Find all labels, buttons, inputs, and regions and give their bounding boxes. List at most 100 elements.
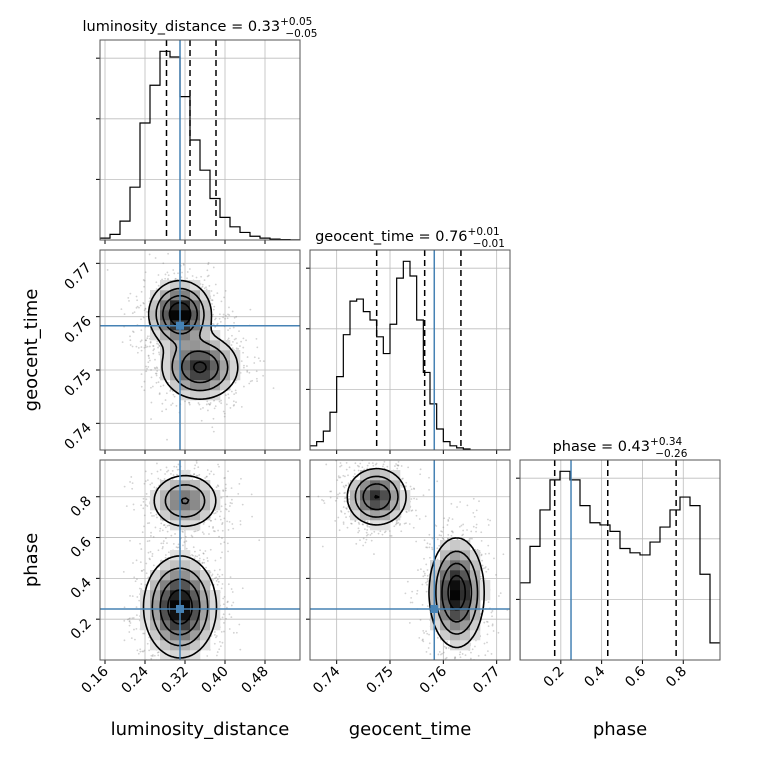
scatter-point <box>214 559 217 562</box>
scatter-point <box>123 485 126 488</box>
scatter-point <box>209 519 212 522</box>
scatter-point <box>136 305 139 308</box>
scatter-point <box>213 569 216 572</box>
scatter-point <box>157 343 160 346</box>
scatter-point <box>140 385 143 388</box>
scatter-point <box>370 539 373 542</box>
scatter-point <box>214 518 217 521</box>
scatter-point <box>194 464 197 467</box>
scatter-point <box>343 486 346 489</box>
scatter-point <box>201 561 204 564</box>
scatter-point <box>452 531 454 534</box>
density-cell <box>200 340 211 351</box>
scatter-point <box>167 252 169 255</box>
scatter-point <box>202 552 205 555</box>
scatter-point <box>211 303 213 305</box>
scatter-point <box>400 484 403 487</box>
density-cell <box>160 650 171 660</box>
scatter-point <box>143 285 146 288</box>
scatter-point <box>199 549 201 552</box>
scatter-point <box>470 530 473 533</box>
scatter-point <box>193 467 196 470</box>
scatter-point <box>182 262 185 265</box>
scatter-point <box>151 555 154 557</box>
scatter-point <box>216 583 219 586</box>
scatter-point <box>338 476 340 479</box>
density-cell <box>160 490 171 501</box>
scatter-point <box>450 534 453 537</box>
scatter-point <box>228 397 230 399</box>
scatter-point <box>228 628 231 630</box>
scatter-point <box>162 524 165 527</box>
scatter-point <box>464 654 467 657</box>
scatter-point <box>485 570 488 573</box>
scatter-point <box>146 345 149 348</box>
scatter-point <box>176 468 179 471</box>
density-cell <box>180 350 191 361</box>
scatter-point <box>216 510 219 513</box>
scatter-point <box>160 522 163 525</box>
scatter-point <box>182 544 184 547</box>
scatter-point <box>330 490 333 493</box>
scatter-point <box>429 556 431 559</box>
density-cell <box>190 480 201 491</box>
scatter-point <box>146 479 149 482</box>
density-cell <box>200 480 211 491</box>
density-cell <box>150 590 161 601</box>
scatter-point <box>164 554 167 556</box>
scatter-point <box>168 524 170 527</box>
scatter-point <box>253 362 256 364</box>
scatter-point <box>161 546 164 548</box>
scatter-point <box>142 632 145 635</box>
scatter-point <box>216 651 219 653</box>
scatter-point <box>426 569 429 571</box>
scatter-point <box>129 481 131 483</box>
scatter-point <box>157 284 160 287</box>
scatter-point <box>151 515 153 517</box>
scatter-point <box>484 566 487 568</box>
scatter-point <box>340 510 342 512</box>
density-cell <box>160 500 171 511</box>
scatter-point <box>212 430 215 433</box>
scatter-point <box>217 580 220 583</box>
scatter-point <box>469 657 472 660</box>
scatter-point <box>358 465 360 468</box>
scatter-point <box>133 311 136 314</box>
scatter-point <box>425 563 428 566</box>
scatter-point <box>230 498 233 501</box>
scatter-point <box>128 624 131 627</box>
scatter-point <box>228 314 231 316</box>
scatter-point <box>233 403 235 406</box>
title-geocent-time: geocent_time = 0.76+0.01 −0.01 <box>315 226 505 250</box>
scatter-point <box>429 543 431 546</box>
scatter-point <box>216 484 219 487</box>
scatter-point <box>492 630 495 632</box>
ylabel-geocent-time: geocent_time <box>21 289 42 412</box>
density-cell <box>200 390 211 401</box>
scatter-point <box>164 399 167 401</box>
scatter-point <box>407 466 410 469</box>
scatter-point <box>213 399 215 402</box>
scatter-point <box>142 279 145 281</box>
scatter-point <box>144 307 147 310</box>
scatter-point <box>173 465 176 468</box>
xlabel-geocent-time: geocent_time <box>349 719 472 740</box>
scatter-point <box>415 498 418 501</box>
scatter-point <box>381 465 384 468</box>
density-cell <box>150 600 161 611</box>
scatter-point <box>141 570 144 572</box>
density-group-geocent_time-phase <box>310 460 510 660</box>
density-cell <box>190 560 201 571</box>
scatter-point <box>144 584 147 586</box>
scatter-point <box>162 542 165 545</box>
scatter-point <box>344 491 346 494</box>
scatter-point <box>242 366 245 369</box>
scatter-point <box>150 386 152 389</box>
density-group-luminosity_distance-geocent_time <box>100 250 300 450</box>
ylabel-phase: phase <box>21 533 42 587</box>
scatter-point <box>177 463 180 466</box>
scatter-point <box>194 550 196 553</box>
scatter-point <box>150 418 152 420</box>
scatter-point <box>174 278 177 281</box>
scatter-point <box>194 530 197 533</box>
